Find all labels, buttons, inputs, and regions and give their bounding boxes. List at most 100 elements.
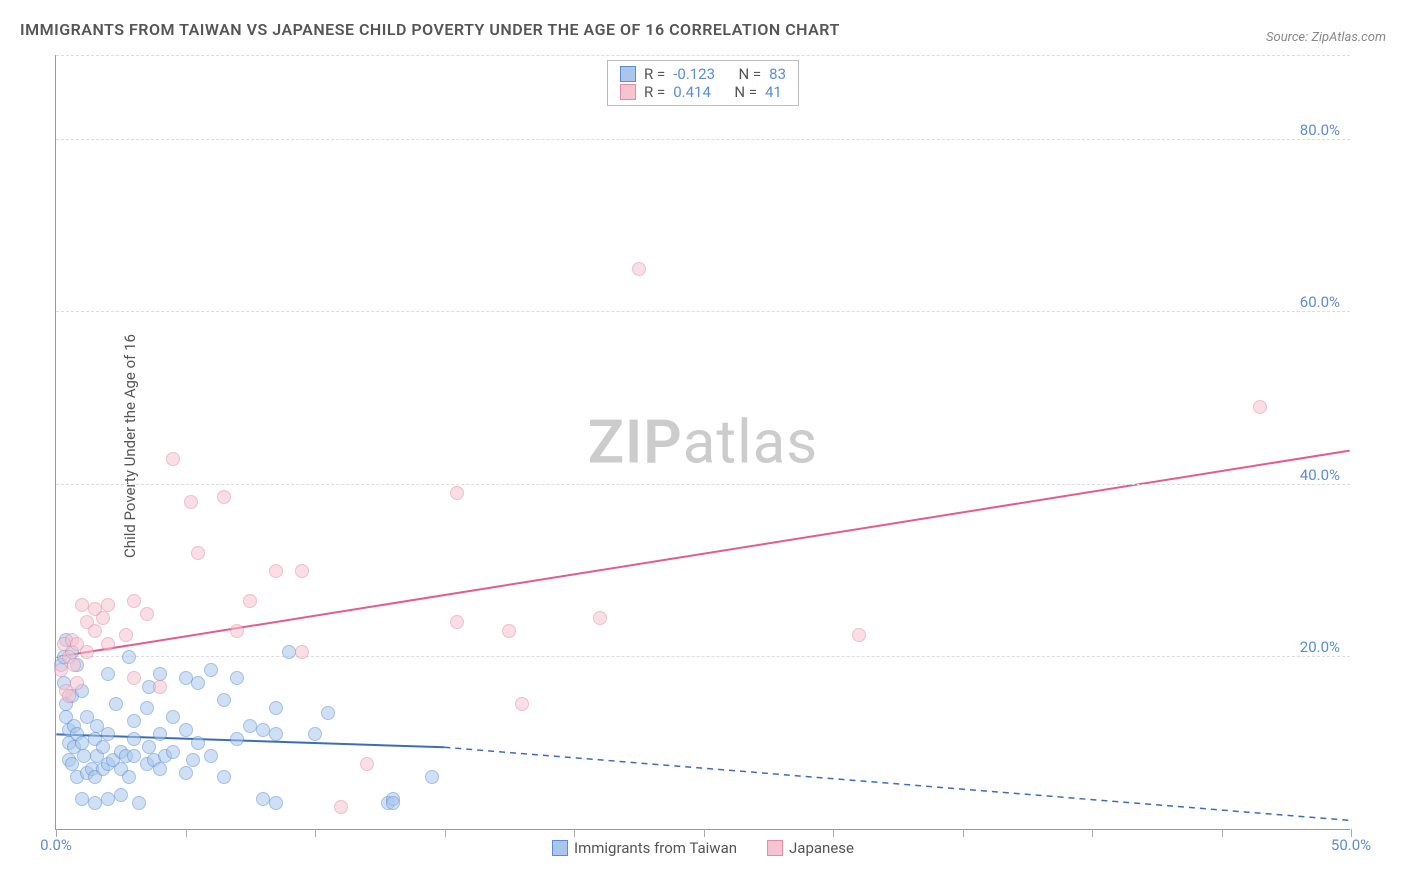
data-point — [256, 723, 270, 737]
data-point — [127, 714, 141, 728]
data-point — [204, 663, 218, 677]
data-point — [153, 680, 167, 694]
data-point — [101, 598, 115, 612]
data-point — [70, 676, 84, 690]
x-tick — [704, 829, 705, 837]
x-tick — [1092, 829, 1093, 837]
y-tick-label: 80.0% — [1300, 121, 1340, 139]
gridline — [56, 311, 1350, 312]
x-tick — [833, 829, 834, 837]
gridline — [56, 484, 1350, 485]
stats-legend: R = -0.123 N = 83 R = 0.414 N = 41 — [607, 60, 799, 106]
data-point — [186, 753, 200, 767]
data-point — [179, 671, 193, 685]
data-point — [96, 740, 110, 754]
data-point — [450, 486, 464, 500]
data-point — [502, 624, 516, 638]
data-point — [132, 796, 146, 810]
y-tick-label: 20.0% — [1300, 638, 1340, 656]
y-tick-label: 60.0% — [1300, 293, 1340, 311]
data-point — [515, 697, 529, 711]
data-point — [852, 628, 866, 642]
series-legend: Immigrants from TaiwanJapanese — [552, 839, 854, 857]
x-tick — [186, 829, 187, 837]
data-point — [243, 719, 257, 733]
correlation-chart: IMMIGRANTS FROM TAIWAN VS JAPANESE CHILD… — [0, 0, 1406, 892]
data-point — [153, 727, 167, 741]
data-point — [96, 611, 110, 625]
data-point — [295, 564, 309, 578]
data-point — [101, 637, 115, 651]
gridline — [56, 656, 1350, 657]
data-point — [386, 796, 400, 810]
data-point — [101, 727, 115, 741]
data-point — [88, 796, 102, 810]
data-point — [119, 628, 133, 642]
data-point — [109, 697, 123, 711]
gridline — [56, 139, 1350, 140]
data-point — [217, 770, 231, 784]
data-point — [1253, 400, 1267, 414]
data-point — [166, 745, 180, 759]
data-point — [269, 727, 283, 741]
data-point — [217, 693, 231, 707]
x-tick-label: 50.0% — [1331, 836, 1371, 854]
data-point — [54, 663, 68, 677]
chart-title: IMMIGRANTS FROM TAIWAN VS JAPANESE CHILD… — [20, 20, 840, 39]
data-point — [75, 736, 89, 750]
data-point — [127, 749, 141, 763]
data-point — [127, 594, 141, 608]
data-point — [77, 749, 91, 763]
data-point — [243, 594, 257, 608]
data-point — [360, 757, 374, 771]
data-point — [166, 710, 180, 724]
data-point — [204, 749, 218, 763]
data-point — [295, 645, 309, 659]
data-point — [191, 546, 205, 560]
data-point — [334, 800, 348, 814]
data-point — [425, 770, 439, 784]
data-point — [114, 788, 128, 802]
data-point — [75, 792, 89, 806]
data-point — [217, 490, 231, 504]
x-tick — [315, 829, 316, 837]
data-point — [450, 615, 464, 629]
data-point — [127, 732, 141, 746]
x-tick-label: 0.0% — [40, 836, 72, 854]
x-tick — [1222, 829, 1223, 837]
x-tick — [445, 829, 446, 837]
data-point — [127, 671, 141, 685]
swatch — [767, 840, 783, 856]
stats-row: R = -0.123 N = 83 — [620, 65, 786, 83]
gridline — [56, 55, 1350, 56]
data-point — [308, 727, 322, 741]
source-attribution: Source: ZipAtlas.com — [1266, 30, 1386, 45]
data-point — [101, 792, 115, 806]
data-point — [80, 645, 94, 659]
data-point — [140, 607, 154, 621]
source-link[interactable]: ZipAtlas.com — [1311, 30, 1386, 45]
data-point — [230, 732, 244, 746]
data-point — [65, 757, 79, 771]
watermark: ZIPatlas — [588, 407, 819, 478]
data-point — [142, 740, 156, 754]
legend-item: Immigrants from Taiwan — [552, 839, 737, 857]
data-point — [101, 667, 115, 681]
data-point — [269, 564, 283, 578]
data-point — [62, 689, 76, 703]
data-point — [593, 611, 607, 625]
swatch — [620, 84, 636, 100]
data-point — [269, 796, 283, 810]
stats-row: R = 0.414 N = 41 — [620, 83, 786, 101]
swatch — [620, 66, 636, 82]
data-point — [179, 723, 193, 737]
data-point — [67, 658, 81, 672]
data-point — [269, 701, 283, 715]
x-tick — [574, 829, 575, 837]
trend-lines — [56, 55, 1350, 829]
data-point — [256, 792, 270, 806]
data-point — [122, 770, 136, 784]
data-point — [88, 624, 102, 638]
data-point — [230, 671, 244, 685]
data-point — [230, 624, 244, 638]
